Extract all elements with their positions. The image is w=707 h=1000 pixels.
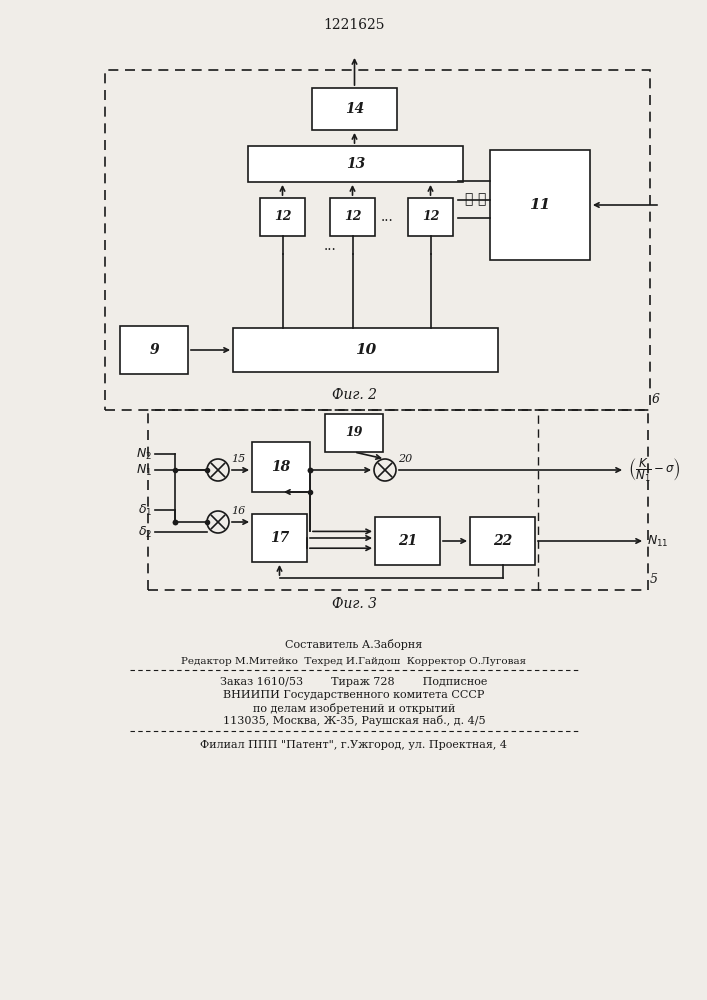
Bar [330,198,375,236]
Text: 20: 20 [398,454,412,464]
Text: 12: 12 [422,211,439,224]
Text: 15: 15 [231,454,245,464]
Text: 113035, Москва, Ж-35, Раушская наб., д. 4/5: 113035, Москва, Ж-35, Раушская наб., д. … [223,716,485,726]
Bar [248,146,463,182]
Text: 11: 11 [530,198,551,212]
Bar [325,414,383,452]
Bar [105,70,650,410]
Text: 9: 9 [149,343,159,357]
Text: $\delta_1$: $\delta_1$ [138,502,152,518]
Text: Фиг. 3: Фиг. 3 [332,597,377,611]
Text: Составитель А.Заборня: Составитель А.Заборня [286,640,423,650]
Text: 6: 6 [652,393,660,406]
Bar [120,326,188,374]
Text: 17: 17 [270,531,289,545]
Text: по делам изобретений и открытий: по делам изобретений и открытий [253,702,455,714]
Bar [312,88,397,130]
Text: ⋮: ⋮ [464,192,472,207]
Text: Филиал ППП "Патент", г.Ужгород, ул. Проектная, 4: Филиал ППП "Патент", г.Ужгород, ул. Прое… [201,740,508,750]
Text: Заказ 1610/53        Тираж 728        Подписное: Заказ 1610/53 Тираж 728 Подписное [221,677,488,687]
Text: 10: 10 [355,343,376,357]
Text: ⋮: ⋮ [478,192,486,207]
Text: 19: 19 [345,426,363,440]
Bar [408,198,453,236]
Text: 16: 16 [231,506,245,516]
Text: 12: 12 [344,211,361,224]
Text: Фиг. 2: Фиг. 2 [332,388,377,402]
Bar [252,442,310,492]
Bar [470,517,535,565]
Text: $N_{11}$: $N_{11}$ [647,533,669,549]
Text: ...: ... [380,210,393,224]
Text: 14: 14 [345,102,364,116]
Text: 12: 12 [274,211,291,224]
Text: $\left(\dfrac{K}{N_1}-\sigma\right)$: $\left(\dfrac{K}{N_1}-\sigma\right)$ [628,456,681,484]
Text: 1221625: 1221625 [323,18,385,32]
Bar [375,517,440,565]
Text: 13: 13 [346,157,365,171]
Bar [260,198,305,236]
Bar [252,514,307,562]
Text: $\delta_2$: $\delta_2$ [138,524,152,540]
Text: $N_2$: $N_2$ [136,446,152,462]
Text: Редактор М.Митейко  Техред И.Гайдош  Корректор О.Луговая: Редактор М.Митейко Техред И.Гайдош Корре… [182,656,527,666]
Bar [490,150,590,260]
Text: 5: 5 [650,573,658,586]
Bar [233,328,498,372]
Text: ВНИИПИ Государственного комитета СССР: ВНИИПИ Государственного комитета СССР [223,690,485,700]
Text: 22: 22 [493,534,512,548]
Text: 18: 18 [271,460,291,474]
Text: $N_1$: $N_1$ [136,462,152,478]
Bar [148,410,648,590]
Text: 21: 21 [398,534,417,548]
Text: ...: ... [324,239,337,253]
